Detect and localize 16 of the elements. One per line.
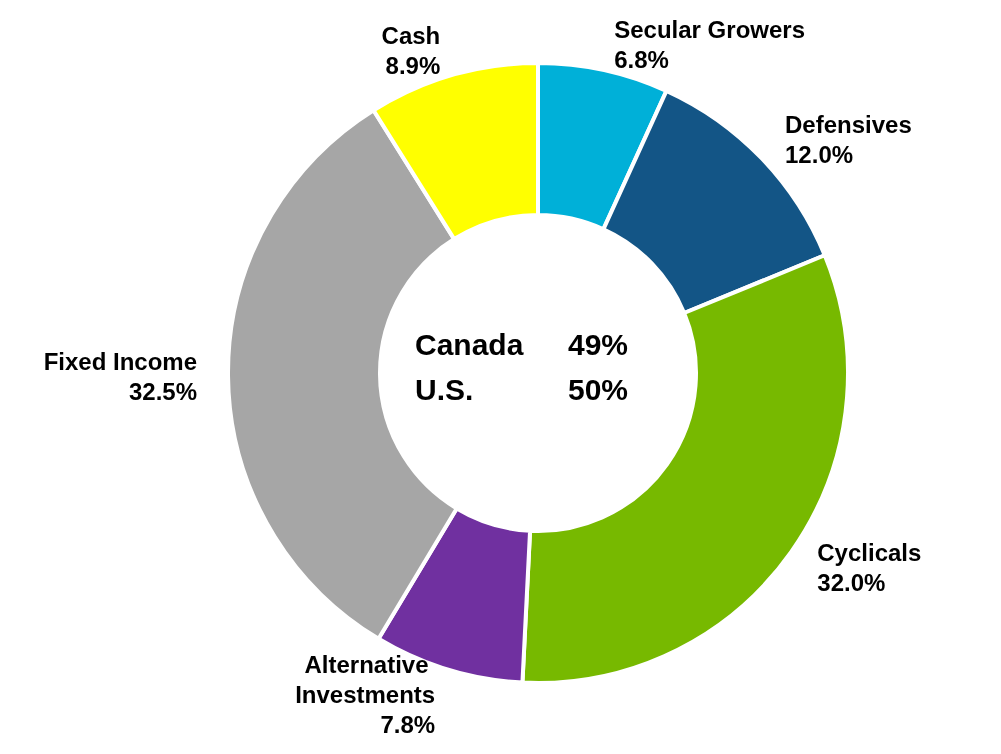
data-label: 8.9%: [385, 51, 441, 79]
data-label: 32.5%: [128, 377, 198, 405]
data-label: 6.8%: [614, 46, 669, 74]
text: Canada: [415, 327, 524, 361]
slice-label: Fixed Income: [43, 347, 198, 375]
data-label: 32.0%: [817, 568, 886, 596]
slice-label: Alternative Investments: [295, 650, 436, 708]
slice-label: Defensives: [785, 111, 912, 139]
text: U.S.: [415, 372, 474, 406]
text: 50%: [568, 372, 629, 406]
text: 49%: [568, 327, 629, 361]
data-label: 12.0%: [785, 141, 854, 169]
slice-label: Secular Growers: [614, 16, 805, 44]
data-label: 7.8%: [380, 710, 436, 738]
slice-label: Cyclicals: [817, 538, 922, 566]
slice-label: Cash: [381, 21, 441, 49]
